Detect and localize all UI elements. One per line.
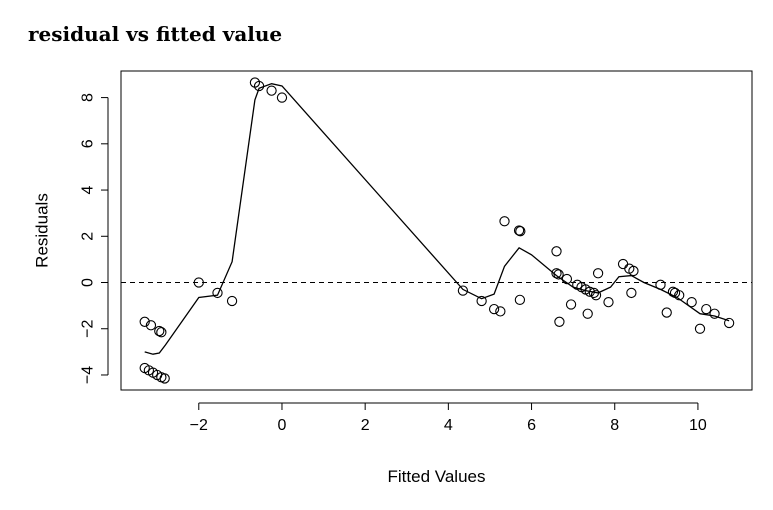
data-point [551,246,562,257]
x-tick-label: −2 [190,417,208,434]
x-tick-label: 2 [361,417,370,434]
data-point [655,279,666,290]
smooth-trend-line [144,83,730,355]
data-point [551,268,562,279]
data-point [159,373,170,384]
data-point [582,308,593,319]
data-point [592,268,604,279]
data-point [226,295,238,307]
plot-frame [120,70,753,391]
data-point [590,290,602,301]
data-point [588,287,600,299]
y-tick-label: 2 [80,232,97,241]
data-point [266,85,277,96]
y-tick-label: 0 [80,278,97,287]
data-point [661,307,672,318]
y-tick-label: 6 [80,139,97,148]
data-point [513,225,525,236]
data-point [603,297,614,308]
data-point [723,317,735,329]
x-tick-label: 10 [689,417,707,434]
data-point [709,308,720,319]
data-point [499,216,510,227]
data-point [667,286,679,297]
y-tick-label: −2 [80,320,97,338]
y-tick-label: −4 [80,366,97,384]
x-tick-label: 8 [610,417,619,434]
data-point [674,290,685,301]
y-axis-title: Residuals [33,193,52,268]
data-point [686,297,697,308]
data-point [561,273,573,285]
data-point [694,323,706,334]
data-point [154,325,165,337]
data-point [139,316,150,327]
x-tick-label: 4 [444,417,453,434]
data-point [145,320,157,331]
data-point [701,303,712,315]
data-point [156,327,167,338]
data-point [253,80,265,92]
data-point [495,306,506,317]
y-tick-label: 4 [80,186,97,195]
data-point [515,226,526,237]
x-axis-title: Fitted Values [388,467,486,486]
x-tick-label: 0 [278,417,287,434]
data-point [617,258,629,270]
data-point [626,287,637,299]
page-title: residual vs fitted value [28,22,283,46]
data-point [553,269,564,280]
data-point [457,285,469,296]
data-point [488,303,500,315]
data-point [212,287,223,299]
x-tick-label: 6 [527,417,536,434]
data-point [193,277,204,288]
data-point [565,299,577,310]
data-point [554,316,565,327]
data-point [276,92,288,103]
y-tick-label: 8 [80,93,97,102]
data-point [514,294,526,305]
data-point [476,295,487,307]
data-point [584,286,595,297]
data-point [628,265,639,277]
